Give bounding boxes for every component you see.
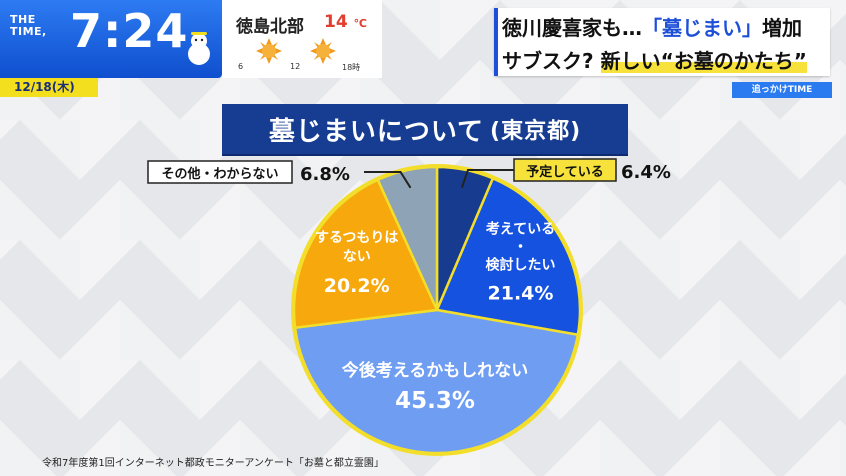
date-bar: 12/18(木) xyxy=(0,78,98,97)
callout-box xyxy=(147,160,293,184)
clock-time: 7:24 xyxy=(70,4,189,58)
slice-value: 45.3% xyxy=(395,388,475,414)
program-logo: THE TIME, xyxy=(10,14,47,38)
headline-panel: 徳川慶喜家も…「墓じまい」増加 サブスク? 新しい“お墓のかたち” xyxy=(494,8,830,76)
slice-label: ない xyxy=(343,249,371,265)
weather-region: 徳島北部 xyxy=(236,17,304,37)
headline-text: サブスク? xyxy=(502,49,601,73)
pie-slice xyxy=(435,176,582,337)
chart-subtitle: (東京都) xyxy=(490,119,582,144)
callout-value: 6.4% xyxy=(621,162,671,183)
hour-label: 18時 xyxy=(342,63,361,72)
pie-slice xyxy=(292,178,439,330)
headline-emphasis: 「墓じまい」 xyxy=(642,16,762,40)
callout-label: その他・わからない xyxy=(161,166,278,182)
pie-slice xyxy=(293,308,580,455)
callout-label: 予定している xyxy=(526,164,604,180)
headline-line-1: 徳川慶喜家も…「墓じまい」増加 xyxy=(502,12,802,41)
slice-value: 21.4% xyxy=(488,283,554,305)
logo-line-1: THE xyxy=(10,13,36,26)
source-note: 令和7年度第1回インターネット都政モニターアンケート「お墓と都立霊園」 xyxy=(42,458,384,469)
program-clock-panel: THE TIME, 7:24 xyxy=(0,0,222,78)
hour-label: 12 xyxy=(290,62,301,71)
hour-label: 6 xyxy=(238,62,244,71)
slice-label: 検討したい xyxy=(485,257,555,274)
logo-line-2: TIME, xyxy=(10,25,47,38)
headline-highlight: 新しい“お墓のかたち” xyxy=(600,49,807,73)
slice-label: 今後考えるかもしれない xyxy=(342,360,529,381)
headline-text: 徳川慶喜家も… xyxy=(502,16,642,40)
snowman-icon xyxy=(188,32,210,65)
slice-label: するつもりは xyxy=(315,230,398,246)
pie-slice xyxy=(376,165,439,311)
slice-value: 20.2% xyxy=(324,275,390,297)
callout-value: 6.8% xyxy=(300,164,350,185)
weather-panel: 徳島北部 14 ℃ 6 12 18時 xyxy=(222,0,382,78)
chart-title: 墓じまいについて (東京都) xyxy=(222,104,628,154)
callout-box xyxy=(513,158,617,182)
slice-label: 考えている xyxy=(486,221,555,238)
sun-icon xyxy=(256,38,282,64)
callout-line xyxy=(364,171,412,189)
corner-tag: 追っかけTIME xyxy=(732,82,832,98)
callout-line xyxy=(460,169,514,188)
headline-line-2: サブスク? 新しい“お墓のかたち” xyxy=(502,45,807,74)
chart-title-text: 墓じまいについて xyxy=(268,116,485,147)
headline-accent-bar xyxy=(494,8,498,76)
temp-value: 14 xyxy=(324,12,348,32)
slice-label: ・ xyxy=(513,240,527,256)
weather-temperature: 14 ℃ xyxy=(324,12,367,32)
temp-unit: ℃ xyxy=(353,17,367,30)
sun-icon xyxy=(310,38,336,64)
headline-text: 増加 xyxy=(762,16,802,40)
